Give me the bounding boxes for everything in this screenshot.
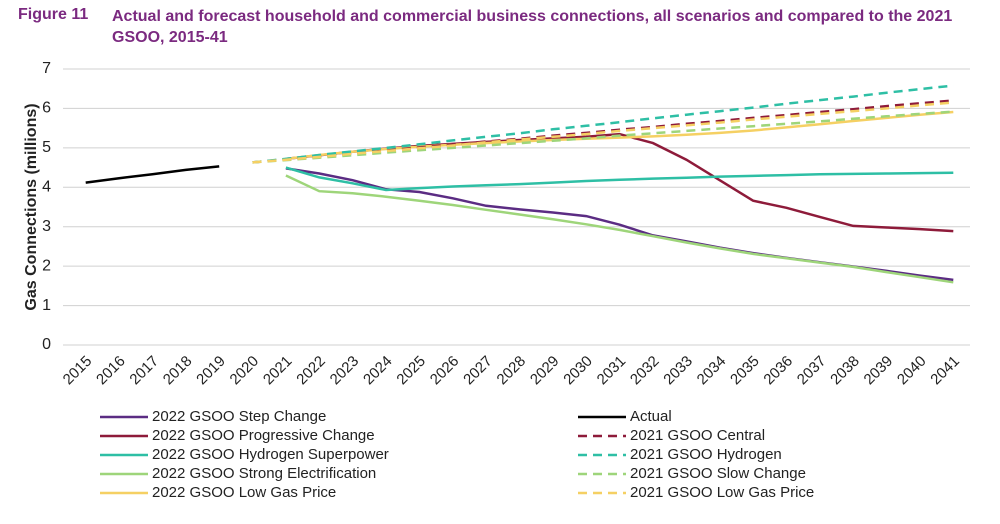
legend-label: 2021 GSOO Central xyxy=(630,427,765,444)
y-tick-label: 3 xyxy=(42,218,51,235)
x-tick-label: 2026 xyxy=(427,353,463,389)
x-tick-label: 2027 xyxy=(460,353,496,389)
x-tick-label: 2022 xyxy=(293,353,329,389)
legend-label: 2022 GSOO Progressive Change xyxy=(152,427,375,444)
legend-label: Actual xyxy=(630,408,672,425)
x-tick-label: 2025 xyxy=(393,353,429,389)
x-tick-label: 2015 xyxy=(60,353,96,389)
legend-label: 2021 GSOO Slow Change xyxy=(630,465,806,482)
x-tick-label: 2030 xyxy=(560,353,596,389)
x-tick-label: 2032 xyxy=(627,353,663,389)
x-tick-label: 2024 xyxy=(360,353,396,389)
y-tick-label: 4 xyxy=(42,179,51,196)
y-tick-label: 2 xyxy=(42,257,51,274)
y-tick-label: 7 xyxy=(42,60,51,77)
chart-title: Actual and forecast household and commer… xyxy=(112,8,953,46)
x-tick-label: 2035 xyxy=(727,353,763,389)
legend-label: 2022 GSOO Step Change xyxy=(152,408,326,425)
y-tick-label: 1 xyxy=(42,297,51,314)
series-line xyxy=(285,174,954,284)
legend-label: 2021 GSOO Low Gas Price xyxy=(630,484,814,501)
figure-label: Figure 11 xyxy=(18,6,89,23)
y-tick-label: 0 xyxy=(42,336,51,353)
x-tick-label: 2019 xyxy=(193,353,229,389)
y-tick-label: 5 xyxy=(42,139,51,156)
series-line xyxy=(252,110,954,164)
x-tick-label: 2039 xyxy=(861,353,897,389)
x-tick-label: 2038 xyxy=(827,353,863,389)
legend-label: 2022 GSOO Strong Electrification xyxy=(152,465,376,482)
series-line xyxy=(285,110,954,161)
x-tick-label: 2020 xyxy=(227,353,263,389)
y-axis-label: Gas Connections (millions) xyxy=(23,103,40,310)
series-line xyxy=(252,84,954,164)
x-tick-label: 2017 xyxy=(126,353,162,389)
x-tick-label: 2040 xyxy=(894,353,930,389)
series-line xyxy=(285,166,954,192)
x-tick-label: 2016 xyxy=(93,353,129,389)
x-tick-label: 2037 xyxy=(794,353,830,389)
x-tick-label: 2036 xyxy=(760,353,796,389)
x-tick-label: 2034 xyxy=(694,353,730,389)
legend-label: 2022 GSOO Low Gas Price xyxy=(152,484,336,501)
x-tick-label: 2041 xyxy=(927,353,963,389)
legend-label: 2021 GSOO Hydrogen xyxy=(630,446,782,463)
series-line xyxy=(285,167,954,282)
x-tick-label: 2021 xyxy=(260,353,296,389)
x-tick-label: 2018 xyxy=(160,353,196,389)
x-tick-label: 2033 xyxy=(660,353,696,389)
x-tick-label: 2031 xyxy=(594,353,630,389)
x-tick-label: 2023 xyxy=(327,353,363,389)
y-tick-label: 6 xyxy=(42,100,51,117)
x-tick-label: 2029 xyxy=(527,353,563,389)
legend-label: 2022 GSOO Hydrogen Superpower xyxy=(152,446,389,463)
series-line xyxy=(85,165,220,184)
series-line xyxy=(252,101,954,164)
x-tick-label: 2028 xyxy=(494,353,530,389)
